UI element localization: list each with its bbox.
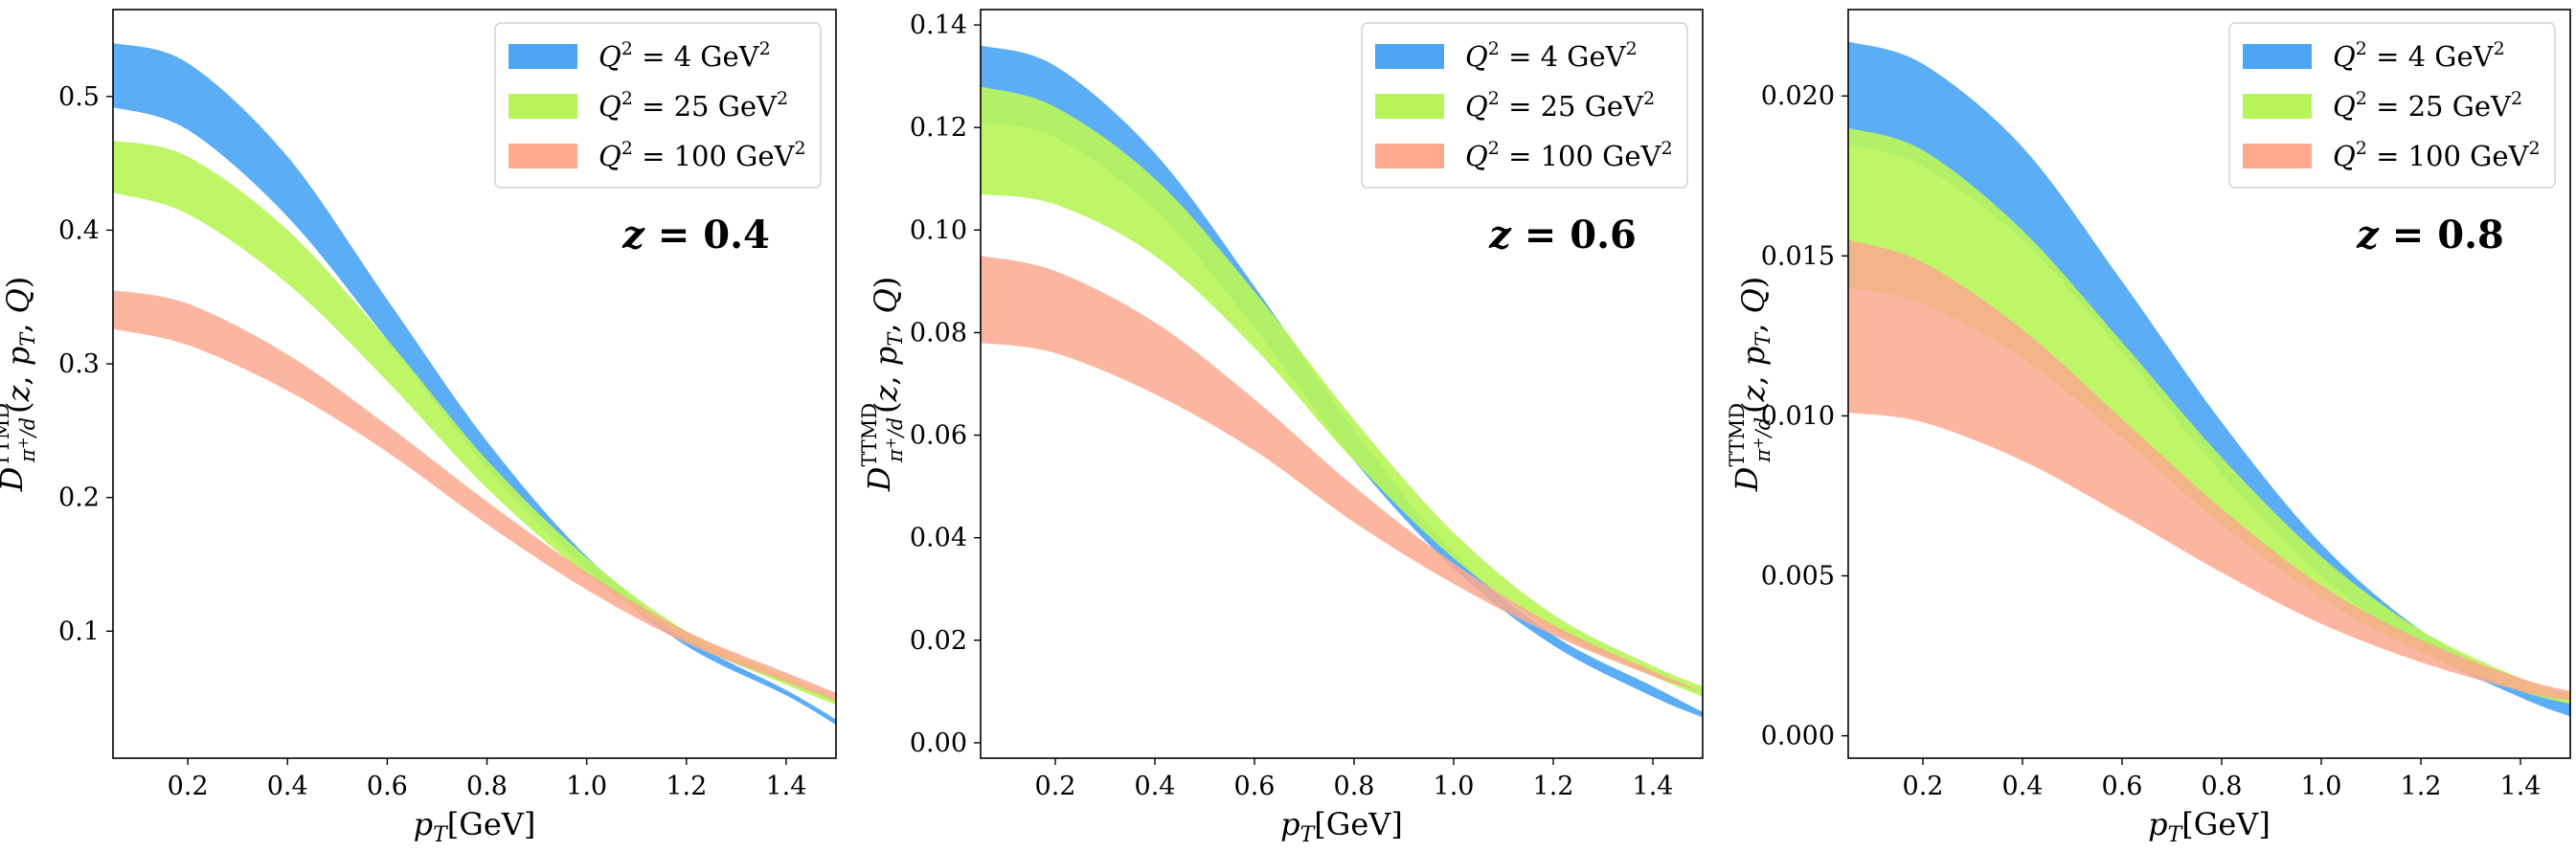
x-tick-label: 1.4 [2500,772,2542,801]
band-q2-100 [1848,239,2570,701]
y-tick-label: 0.12 [910,113,967,143]
x-tick-label: 0.2 [1903,772,1944,801]
y-tick-label: 0.010 [1761,401,1835,431]
x-axis-label: pT[GeV] [2148,806,2271,847]
bands [113,42,836,726]
x-axis-label: pT[GeV] [414,806,536,847]
legend-swatch-q2-4 [2243,44,2312,69]
legend-swatch-q2-100 [1375,144,1444,168]
y-tick-label: 0.015 [1761,241,1835,271]
x-tick-label: 0.2 [168,772,209,801]
legend-label-q2-25: Q2 = 25 GeV2 [599,88,788,123]
x-tick-label: 1.2 [666,772,707,801]
x-tick-label: 0.6 [2102,772,2143,801]
band-q2-4 [1848,41,2570,717]
x-tick-label: 0.8 [466,772,508,801]
legend-swatch-q2-100 [2243,144,2312,168]
x-tick-label: 1.2 [1533,772,1574,801]
legend-label-q2-100: Q2 = 100 GeV2 [1465,138,1673,172]
panel-z-label: z = 0.6 [1488,213,1637,258]
legend-swatch-q2-4 [1375,44,1444,69]
legend-swatch-q2-100 [508,144,577,168]
y-tick-label: 0.10 [910,215,967,245]
band-q2-25 [113,140,836,706]
x-axis-label: pT[GeV] [1280,806,1403,847]
legend-label-q2-4: Q2 = 4 GeV2 [1465,38,1638,73]
band-q2-25 [1848,127,2570,705]
y-tick-label: 0.5 [58,82,100,112]
axes-frame [980,9,1704,759]
legend-label-q2-4: Q2 = 4 GeV2 [599,38,771,73]
panel-z-label: z = 0.4 [621,213,770,258]
legend-label-q2-100: Q2 = 100 GeV2 [599,138,806,172]
y-tick-label: 0.00 [910,729,967,758]
x-tick-label: 1.4 [765,772,806,801]
y-tick-label: 0.4 [58,215,100,245]
x-tick-label: 1.0 [2301,772,2342,801]
legend-swatch-q2-25 [508,94,577,119]
band-q2-100 [981,256,1703,692]
bands [1848,41,2570,717]
legend: Q2 = 4 GeV2 Q2 = 25 GeV2 Q2 = 100 GeV2 [494,22,822,189]
x-tick-label: 1.2 [2401,772,2442,801]
x-tick-label: 1.0 [1434,772,1475,801]
x-tick-label: 0.8 [1334,772,1375,801]
panel-z-label: z = 0.8 [2356,213,2504,258]
band-q2-25 [981,86,1703,697]
x-tick-label: 0.4 [2002,772,2044,801]
panel-2: 0.2 0.4 0.6 0.8 1.0 1.2 1.4 0.00 0.02 0.04 0.06 0.0… [858,9,1704,847]
y-tick-label: 0.3 [58,349,100,379]
legend-swatch-q2-25 [1375,94,1444,119]
y-tick-label: 0.04 [910,524,967,553]
x-tick-label: 0.8 [2202,772,2243,801]
y-tick-label: 0.005 [1761,562,1835,592]
x-tick-label: 0.4 [267,772,308,801]
y-tick-label: 0.000 [1761,722,1835,751]
y-tick-label: 0.2 [58,483,100,513]
legend-swatch-q2-25 [2243,94,2312,119]
band-q2-4 [113,42,836,726]
y-tick-label: 0.08 [910,318,967,348]
bands [981,45,1703,718]
x-tick-label: 0.2 [1035,772,1076,801]
panel-3: 0.2 0.4 0.6 0.8 1.0 1.2 1.4 0.000 0.005 0.010 0.01… [1726,9,2571,847]
x-tick-label: 0.6 [1234,772,1276,801]
legend-label-q2-100: Q2 = 100 GeV2 [2333,138,2541,172]
y-tick-label: 0.020 [1761,81,1835,111]
legend: Q2 = 4 GeV2 Q2 = 25 GeV2 Q2 = 100 GeV2 [2228,22,2556,189]
legend: Q2 = 4 GeV2 Q2 = 25 GeV2 Q2 = 100 GeV2 [1361,22,1688,189]
axes-frame [112,9,837,759]
y-tick-label: 0.14 [910,11,967,40]
x-tick-label: 1.0 [566,772,607,801]
y-tick-label: 0.02 [910,626,967,656]
legend-label-q2-4: Q2 = 4 GeV2 [2333,38,2505,73]
x-tick-label: 0.4 [1135,772,1176,801]
y-tick-label: 0.1 [58,617,100,646]
axes-frame [1847,9,2571,759]
panel-1: 0.2 0.4 0.6 0.8 1.0 1.2 1.4 0.1 0.2 0.3 0.4 0.5 pT[G… [0,9,837,847]
legend-swatch-q2-4 [508,44,577,69]
x-tick-label: 1.4 [1633,772,1674,801]
band-q2-100 [113,290,836,701]
x-tick-label: 0.6 [367,772,408,801]
y-tick-label: 0.06 [910,421,967,451]
legend-label-q2-25: Q2 = 25 GeV2 [1465,88,1655,123]
legend-label-q2-25: Q2 = 25 GeV2 [2333,88,2522,123]
